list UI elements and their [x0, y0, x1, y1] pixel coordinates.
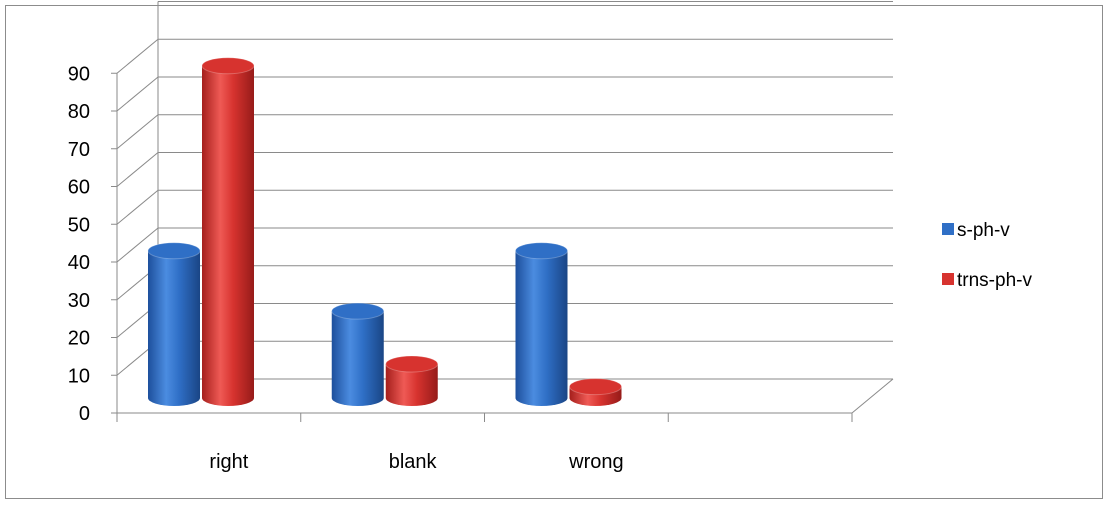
bar-top — [147, 242, 201, 260]
axes — [111, 72, 853, 422]
bar — [331, 302, 385, 406]
x-tick-label: right — [209, 451, 248, 473]
bars — [147, 57, 622, 407]
y-tick-label: 40 — [68, 252, 90, 274]
floor-right-edge — [851, 378, 894, 414]
bar — [201, 57, 255, 407]
y-tick-label: 0 — [79, 403, 90, 425]
legend-label: s-ph-v — [957, 220, 1010, 241]
y-tick-label: 60 — [68, 177, 90, 199]
bar-top — [569, 378, 622, 396]
gridline-side — [116, 38, 159, 74]
bar-top — [385, 355, 439, 373]
bar — [569, 378, 622, 406]
legend-swatch — [942, 273, 954, 285]
gridline-side — [116, 189, 159, 225]
bar-body — [515, 250, 568, 406]
bar — [147, 242, 201, 406]
bar — [385, 355, 439, 406]
bar-top — [331, 302, 385, 320]
gridline-side — [116, 114, 159, 150]
bar-top — [515, 242, 568, 260]
y-tick-label: 30 — [68, 290, 90, 312]
x-tick-label: blank — [389, 451, 438, 473]
y-tick-label: 50 — [68, 214, 90, 236]
legend: s-ph-v trns-ph-v — [942, 220, 1032, 291]
y-tick-label: 90 — [68, 63, 90, 85]
bar — [515, 242, 568, 406]
legend-swatch — [942, 223, 954, 235]
bar-body — [202, 65, 254, 407]
gridline-side — [116, 152, 159, 187]
bar-top — [201, 57, 255, 75]
y-tick-label: 80 — [68, 101, 90, 123]
bar-body — [331, 311, 384, 406]
x-tick-label: wrong — [568, 451, 623, 473]
axis-labels: 0 10 20 30 40 50 60 70 80 90 right blank wrong — [68, 63, 624, 473]
gridline-side — [116, 76, 159, 112]
bar-body — [148, 250, 200, 406]
bar-body — [385, 364, 438, 406]
legend-label: trns-ph-v — [957, 270, 1032, 291]
y-tick-label: 20 — [68, 328, 90, 350]
gridline-side — [116, 227, 159, 263]
y-tick-label: 70 — [68, 139, 90, 161]
y-tick-label: 10 — [68, 365, 90, 387]
